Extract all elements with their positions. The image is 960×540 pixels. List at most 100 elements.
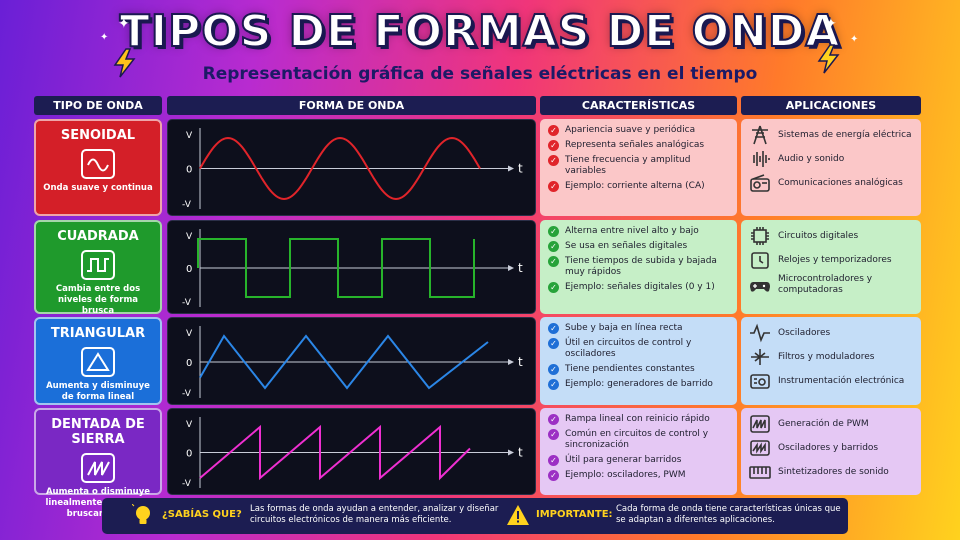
tip-label: ¿SABÍAS QUE? — [162, 509, 242, 520]
wave-type-card: DENTADA DE SIERRA Aumenta o disminuye li… — [34, 408, 162, 519]
check-icon: ✓ — [548, 181, 559, 192]
wave-type-description: Aumenta o disminuye linealmente y regres… — [45, 487, 151, 519]
characteristic-item: ✓ Ejemplo: corriente alterna (CA) — [548, 181, 729, 192]
x-axis-arrow — [508, 359, 514, 365]
application-item: Osciladores — [749, 323, 913, 343]
characteristics-list: ✓ Rampa lineal con reinicio rápido ✓ Com… — [540, 408, 737, 495]
application-text: Sistemas de energía eléctrica — [778, 129, 912, 140]
axis-label-v-neg: -V — [182, 389, 192, 399]
wave-type-description: Aumenta y disminuye de forma lineal — [46, 381, 150, 402]
axis-label-v-neg: -V — [182, 298, 192, 308]
characteristic-item: ✓ Rampa lineal con reinicio rápido — [548, 414, 729, 425]
application-text: Circuitos digitales — [778, 230, 859, 241]
characteristic-text: Rampa lineal con reinicio rápido — [565, 414, 710, 424]
lightning-bolt-icon — [817, 44, 840, 74]
axis-label-t: t — [518, 261, 523, 275]
applications-list: Generación de PWM Osciladores y barridos… — [741, 408, 921, 495]
application-text: Osciladores — [778, 327, 831, 338]
check-icon: ✓ — [548, 414, 559, 425]
applications-list: Sistemas de energía eléctrica Audio y so… — [741, 119, 921, 216]
wave-type-card: CUADRADA Cambia entre dos niveles de for… — [34, 220, 162, 316]
wave-type-description: Cambia entre dos niveles de forma brusca — [55, 284, 141, 316]
x-axis-arrow — [508, 265, 514, 271]
waveform-plot: V 0 -V t — [167, 119, 536, 216]
clock-icon — [749, 250, 771, 270]
characteristic-text: Apariencia suave y periódica — [565, 125, 696, 135]
axis-label-zero: 0 — [186, 264, 192, 275]
sparkle-icon: ✦ — [118, 16, 130, 32]
check-icon: ✓ — [548, 429, 559, 440]
check-icon: ✓ — [548, 125, 559, 136]
waveform-plot: V 0 -V t — [167, 220, 536, 314]
x-axis-arrow — [508, 449, 514, 456]
check-icon: ✓ — [548, 256, 559, 267]
header-aplicaciones: APLICACIONES — [741, 96, 921, 115]
chip-icon — [749, 226, 771, 246]
application-item: Comunicaciones analógicas — [749, 173, 913, 193]
check-icon: ✓ — [548, 241, 559, 252]
page-subtitle: Representación gráfica de señales eléctr… — [202, 64, 758, 84]
waveform-line — [199, 334, 489, 390]
characteristic-item: ✓ Tiene tiempos de subida y bajada muy r… — [548, 256, 729, 278]
check-icon: ✓ — [548, 470, 559, 481]
characteristics-list: ✓ Sube y baja en línea recta ✓ Útil en c… — [540, 317, 737, 405]
header-forma: FORMA DE ONDA — [167, 96, 536, 115]
characteristic-text: Tiene frecuencia y amplitud variables — [565, 155, 691, 176]
characteristic-text: Ejemplo: corriente alterna (CA) — [565, 181, 705, 191]
x-axis-arrow — [508, 165, 514, 172]
power-tower-icon — [749, 125, 771, 145]
characteristic-text: Útil en circuitos de control y oscilador… — [565, 338, 692, 359]
tip-text: Las formas de onda ayudan a entender, an… — [250, 504, 499, 525]
waveform-plot: V 0 -V t — [167, 317, 536, 405]
application-item: Instrumentación electrónica — [749, 371, 913, 391]
sparkle-icon: ✦ — [100, 32, 109, 43]
characteristic-item: ✓ Se usa en señales digitales — [548, 241, 729, 252]
waveform-line — [199, 424, 471, 481]
check-icon: ✓ — [548, 379, 559, 390]
wave-type-name: TRIANGULAR — [50, 326, 146, 341]
axis-label-v-neg: -V — [182, 479, 192, 489]
wave-type-description: Onda suave y continua — [43, 183, 153, 193]
axis-label-v-neg: -V — [182, 200, 192, 210]
warning-icon — [507, 505, 529, 525]
radio-icon — [749, 173, 771, 193]
application-text: Sintetizadores de sonido — [778, 466, 889, 477]
warning-text: Cada forma de onda tiene características… — [616, 504, 841, 525]
lightbulb-icon — [132, 504, 150, 524]
sweep-icon — [749, 438, 771, 458]
sine-icon — [81, 149, 115, 179]
application-item: Filtros y moduladores — [749, 347, 913, 367]
characteristic-text: Útil para generar barridos — [565, 455, 682, 465]
check-icon: ✓ — [548, 455, 559, 466]
characteristic-text: Se usa en señales digitales — [565, 241, 688, 251]
characteristic-item: ✓ Útil para generar barridos — [548, 455, 729, 466]
filter-icon — [749, 347, 771, 367]
application-item: Sintetizadores de sonido — [749, 462, 913, 482]
characteristic-item: ✓ Ejemplo: generadores de barrido — [548, 379, 729, 390]
audio-wave-icon — [749, 149, 771, 169]
gamepad-icon — [749, 275, 771, 295]
characteristics-list: ✓ Apariencia suave y periódica ✓ Represe… — [540, 119, 737, 216]
pwm-icon — [749, 414, 771, 434]
characteristic-item: ✓ Tiene frecuencia y amplitud variables — [548, 155, 729, 177]
characteristic-text: Sube y baja en línea recta — [565, 323, 683, 333]
characteristic-text: Tiene pendientes constantes — [565, 364, 695, 374]
applications-list: Circuitos digitales Relojes y temporizad… — [741, 220, 921, 314]
axis-label-t: t — [518, 355, 523, 369]
check-icon: ✓ — [548, 226, 559, 237]
wave-type-name: CUADRADA — [57, 229, 139, 244]
oscillator-icon — [749, 323, 771, 343]
application-text: Microcontroladores y computadoras — [778, 274, 873, 295]
application-text: Generación de PWM — [778, 418, 869, 429]
application-item: Sistemas de energía eléctrica — [749, 125, 913, 145]
sparkle-icon: ✦ — [825, 16, 837, 32]
axis-label-v-pos: V — [186, 420, 193, 430]
waveform-plot: V 0 -V t — [167, 408, 536, 495]
keyboard-icon — [749, 462, 771, 482]
axis-label-v-pos: V — [186, 329, 193, 339]
check-icon: ✓ — [548, 140, 559, 151]
wave-type-card: TRIANGULAR Aumenta y disminuye de forma … — [34, 317, 162, 405]
characteristic-item: ✓ Tiene pendientes constantes — [548, 364, 729, 375]
check-icon: ✓ — [548, 364, 559, 375]
application-text: Relojes y temporizadores — [778, 254, 892, 265]
